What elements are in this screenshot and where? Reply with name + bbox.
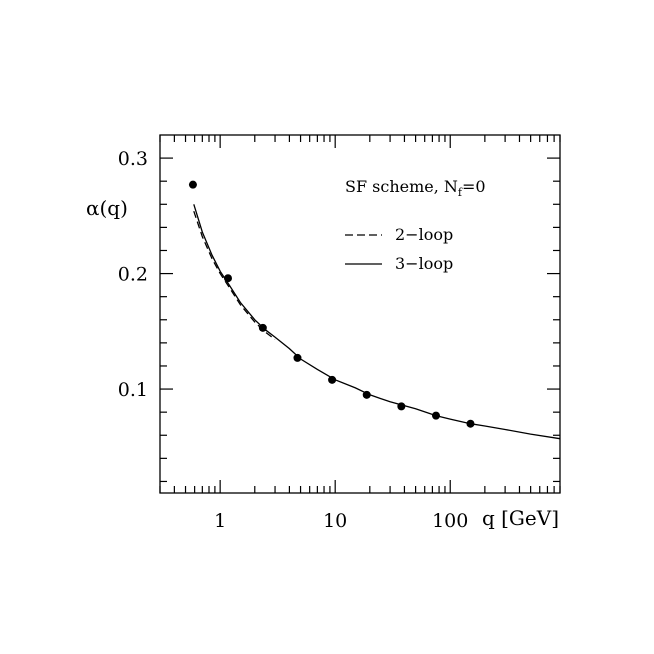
data-point — [293, 353, 302, 362]
y-tick-label: 0.1 — [118, 379, 148, 401]
data-point — [466, 419, 475, 428]
legend-title: SF scheme, Nf=0 — [345, 177, 486, 199]
legend: SF scheme, Nf=0 2−loop 3−loop — [345, 177, 486, 273]
y-tick-label: 0.3 — [118, 148, 148, 170]
legend-title-main: SF scheme, N — [345, 177, 458, 196]
x-axis-label: q [GeV] — [482, 506, 559, 530]
data-point — [223, 274, 232, 283]
y-tick-label: 0.2 — [118, 264, 148, 286]
x-tick-label: 100 — [432, 510, 468, 532]
x-tick-label: 1 — [214, 510, 226, 532]
curves — [193, 204, 561, 440]
curve-3-loop — [193, 204, 561, 440]
ticks — [159, 135, 561, 493]
plot-frame — [159, 134, 561, 494]
curve-2-loop — [193, 210, 276, 340]
data-point — [188, 180, 197, 189]
tick-labels: 1 10 100 0.1 0.2 0.3 — [118, 148, 469, 532]
data-point — [258, 323, 267, 332]
data-point — [397, 402, 406, 411]
x-tick-label: 10 — [323, 510, 347, 532]
data-point — [328, 375, 337, 384]
data-point — [362, 390, 371, 399]
legend-title-tail: =0 — [462, 177, 486, 196]
legend-label-3-loop: 3−loop — [395, 254, 453, 273]
data-points — [188, 180, 475, 428]
data-point — [431, 411, 440, 420]
legend-title-subscript: f — [458, 186, 463, 199]
y-axis-label: α(q) — [86, 196, 128, 220]
legend-label-2-loop: 2−loop — [395, 225, 453, 244]
